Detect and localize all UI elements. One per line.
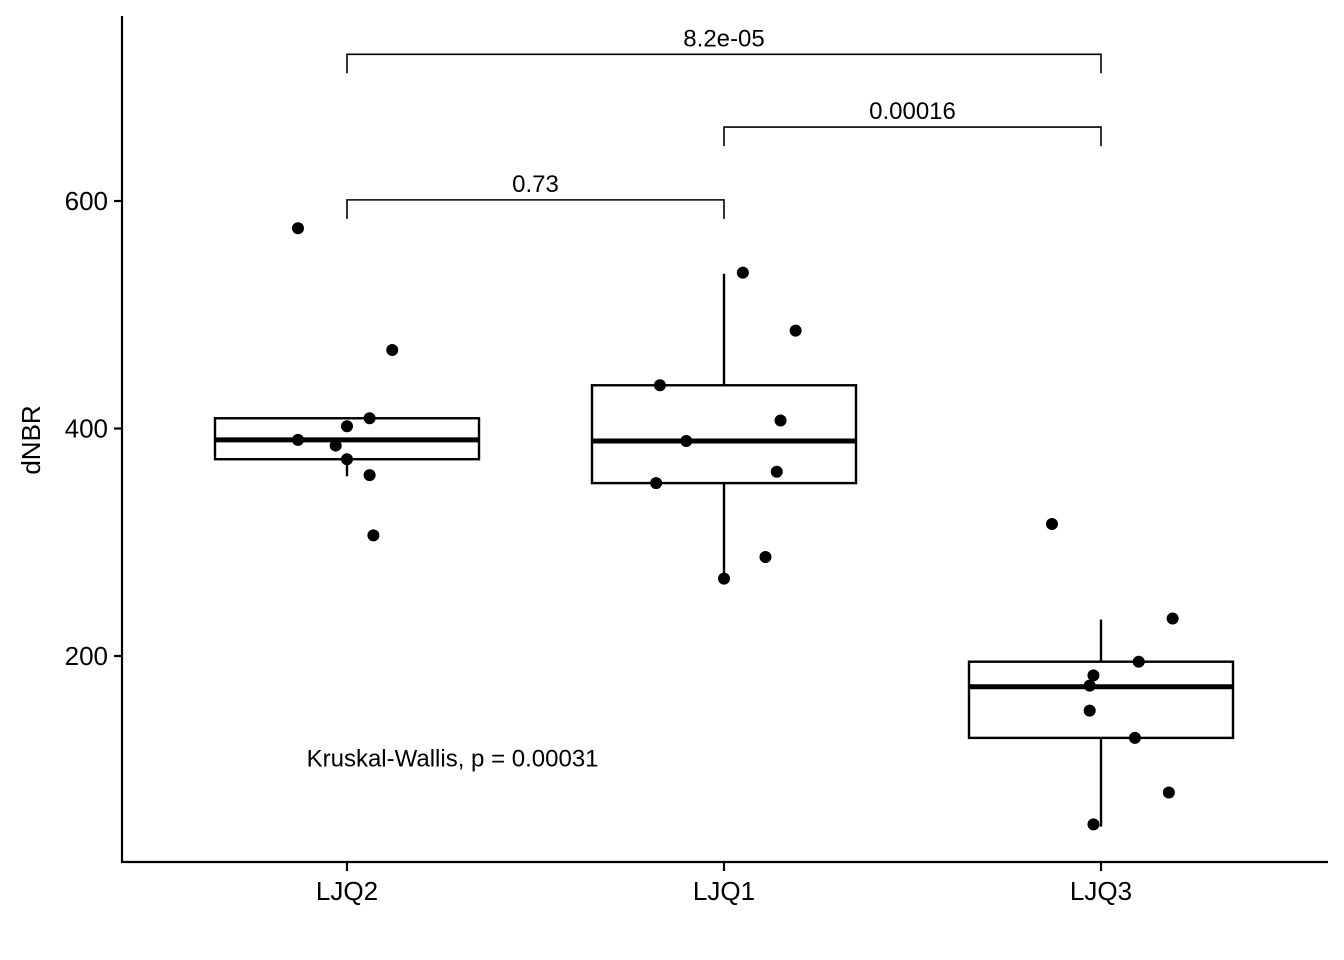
y-tick-label-600: 600	[65, 186, 108, 216]
data-point	[770, 465, 783, 478]
data-point	[367, 529, 380, 542]
data-point	[680, 435, 693, 448]
data-point	[363, 469, 376, 482]
comparison-bracket-ljq1-ljq3: 0.00016	[723, 98, 1102, 147]
data-point	[736, 266, 749, 279]
data-point	[1087, 669, 1100, 682]
data-point	[650, 477, 663, 490]
x-tick-label-ljq2: LJQ2	[316, 876, 378, 906]
data-point	[1045, 518, 1058, 531]
data-point	[653, 379, 666, 392]
x-tick-label-ljq1: LJQ1	[693, 876, 755, 906]
x-axis-ticks: LJQ2 LJQ1 LJQ3	[316, 862, 1132, 906]
box-ljq1	[590, 273, 858, 575]
data-point	[1166, 612, 1179, 625]
data-point	[1132, 655, 1145, 668]
box-body	[967, 660, 1235, 740]
bracket-line	[346, 53, 1102, 74]
data-point	[1162, 786, 1175, 799]
comparison-bracket-ljq2-ljq3: 8.2e-05	[346, 25, 1102, 74]
data-point	[718, 572, 730, 585]
data-point	[759, 551, 772, 564]
data-point	[1083, 704, 1096, 717]
data-point	[386, 344, 399, 357]
y-tick-label-200: 200	[65, 641, 108, 671]
y-tick-label-400: 400	[65, 414, 108, 444]
x-tick-label-ljq3: LJQ3	[1070, 876, 1132, 906]
comparison-bracket-ljq2-ljq1: 0.73	[346, 171, 725, 219]
data-point	[774, 414, 787, 427]
p-value-label: 8.2e-05	[683, 25, 764, 52]
data-point	[789, 324, 802, 337]
data-point	[363, 412, 376, 425]
kruskal-wallis-annotation: Kruskal-Wallis, p = 0.00031	[307, 745, 599, 772]
data-point	[329, 439, 342, 452]
bracket-line	[346, 199, 725, 219]
data-point	[341, 453, 353, 466]
box-ljq3	[967, 619, 1235, 827]
data-point	[1087, 818, 1100, 831]
data-point	[1128, 731, 1141, 744]
p-value-label: 0.00016	[869, 98, 956, 125]
data-point	[291, 222, 304, 235]
data-point	[341, 420, 353, 433]
box-body	[590, 384, 858, 485]
p-value-label: 0.73	[512, 171, 559, 198]
plot-area: 0.73 0.00016 8.2e-05 Kruskal-Wallis, p = 0.…	[213, 25, 1235, 831]
data-point	[1083, 679, 1096, 692]
y-axis-title: dNBR	[16, 405, 46, 474]
bracket-line	[723, 126, 1102, 147]
data-point	[291, 433, 304, 446]
y-axis-ticks: 200 400 600	[65, 186, 122, 671]
